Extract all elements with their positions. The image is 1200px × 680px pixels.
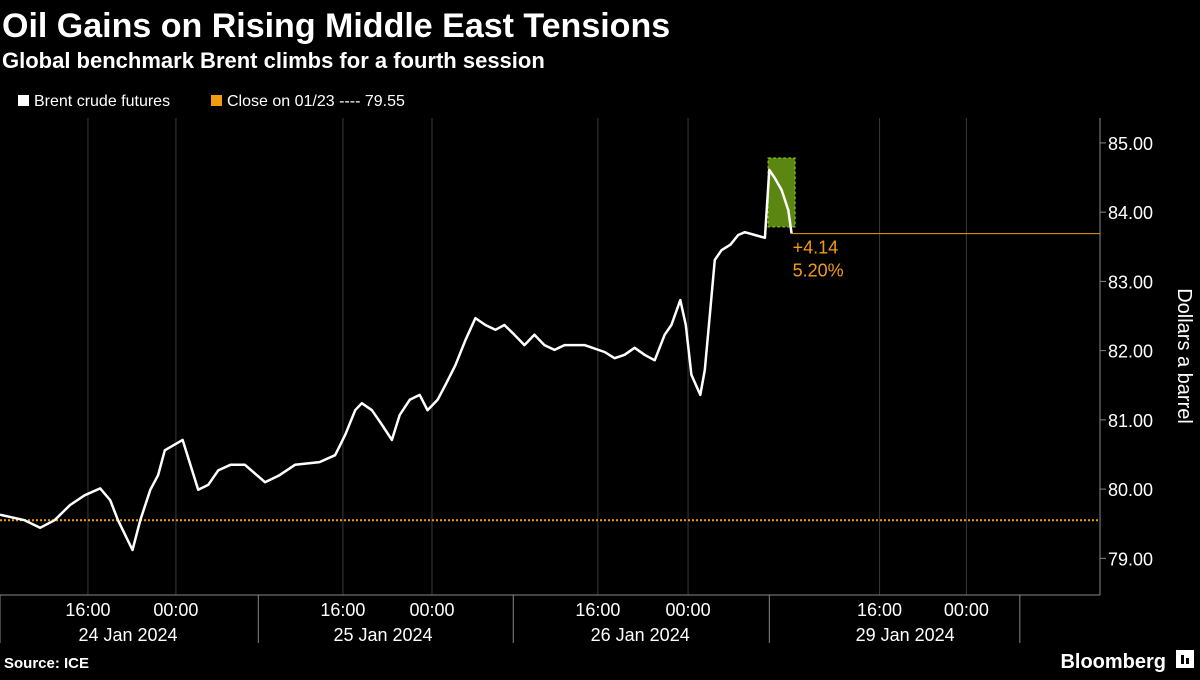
source: Source: ICE — [4, 655, 89, 672]
change-label: 5.20% — [793, 261, 844, 281]
x-tick-label: 00:00 — [153, 600, 198, 620]
day-label: 24 Jan 2024 — [78, 625, 177, 645]
y-tick-label: 79.00 — [1108, 549, 1153, 569]
y-tick-label: 81.00 — [1108, 411, 1153, 431]
y-tick-label: 83.00 — [1108, 272, 1153, 292]
x-tick-label: 16:00 — [320, 600, 365, 620]
brand-icon-bar — [1186, 658, 1189, 664]
price-line — [0, 168, 793, 552]
x-tick-label: 00:00 — [944, 600, 989, 620]
legend-label: Close on 01/23 ---- 79.55 — [227, 93, 405, 110]
x-tick-label: 16:00 — [857, 600, 902, 620]
y-tick-label: 80.00 — [1108, 480, 1153, 500]
x-tick-label: 16:00 — [65, 600, 110, 620]
y-tick-label: 84.00 — [1108, 203, 1153, 223]
day-label: 29 Jan 2024 — [856, 625, 955, 645]
change-label: +4.14 — [793, 238, 839, 258]
chart-subtitle: Global benchmark Brent climbs for a four… — [2, 48, 545, 73]
x-tick-label: 00:00 — [666, 600, 711, 620]
y-axis-label: Dollars a barrel — [1173, 288, 1195, 424]
chart-title: Oil Gains on Rising Middle East Tensions — [2, 7, 670, 45]
legend-swatch — [211, 95, 222, 106]
x-tick-label: 00:00 — [409, 600, 454, 620]
day-label: 26 Jan 2024 — [591, 625, 690, 645]
day-label: 25 Jan 2024 — [333, 625, 432, 645]
x-tick-label: 16:00 — [575, 600, 620, 620]
brand: Bloomberg — [1060, 651, 1166, 673]
brand-icon — [1176, 650, 1194, 668]
legend-label: Brent crude futures — [34, 93, 170, 110]
y-tick-label: 85.00 — [1108, 134, 1153, 154]
brand-icon-bar — [1181, 655, 1184, 664]
legend-swatch — [18, 95, 29, 106]
y-tick-label: 82.00 — [1108, 342, 1153, 362]
